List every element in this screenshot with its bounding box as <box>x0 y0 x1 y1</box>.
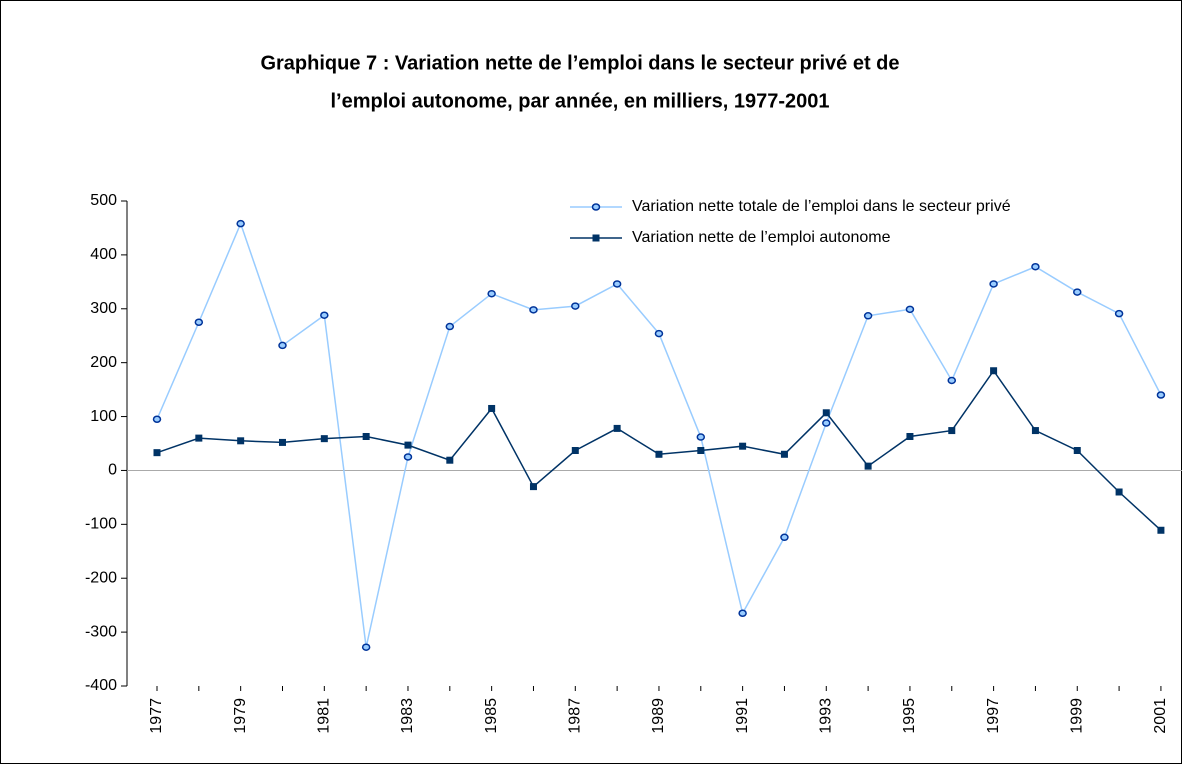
x-tick-label: 1979 <box>232 698 249 734</box>
x-tick-label: 1999 <box>1068 698 1085 734</box>
point <box>404 441 412 449</box>
point <box>592 234 600 242</box>
point <box>278 438 286 446</box>
point <box>320 435 328 443</box>
point <box>1073 447 1081 455</box>
y-tick-label: -400 <box>85 677 117 694</box>
legend-label: Variation nette de l’emploi autonome <box>632 229 891 246</box>
point <box>1156 391 1166 399</box>
point <box>697 447 705 455</box>
point <box>905 305 915 314</box>
y-tick-label: 400 <box>90 246 117 263</box>
point <box>947 376 957 385</box>
point <box>863 312 873 320</box>
point <box>738 609 747 617</box>
point <box>822 409 830 417</box>
point <box>696 433 706 441</box>
point <box>780 450 788 458</box>
point <box>989 280 998 288</box>
point <box>739 442 747 450</box>
chart-title: Graphique 7 : Variation nette de l’emplo… <box>260 52 899 74</box>
y-tick-label: 0 <box>108 462 117 479</box>
x-tick-label: 1981 <box>316 698 333 734</box>
y-tick-label: 100 <box>90 408 117 425</box>
point <box>1114 309 1124 318</box>
point <box>1073 288 1082 296</box>
point <box>1031 262 1040 271</box>
point <box>362 432 370 440</box>
x-tick-label: 1997 <box>985 698 1002 734</box>
x-tick-label: 1989 <box>650 698 667 734</box>
point <box>571 302 580 310</box>
point <box>864 462 872 470</box>
point <box>320 311 329 319</box>
point <box>361 643 371 651</box>
point <box>487 289 496 298</box>
point <box>948 427 956 435</box>
point <box>822 419 831 427</box>
y-tick-label: 300 <box>90 300 117 317</box>
point <box>1157 526 1165 534</box>
y-tick-label: 500 <box>90 192 117 209</box>
x-tick-label: 1983 <box>399 698 416 734</box>
point <box>195 434 203 442</box>
x-tick-label: 1977 <box>148 698 165 734</box>
point <box>488 404 496 412</box>
y-tick-label: -300 <box>85 623 117 640</box>
point <box>654 329 664 338</box>
point <box>591 203 601 211</box>
point <box>906 432 914 440</box>
y-tick-label: -100 <box>85 516 117 533</box>
point <box>153 449 161 457</box>
point <box>529 306 538 314</box>
point <box>278 341 287 350</box>
chart-title: l’emploi autonome, par année, en millier… <box>330 90 829 112</box>
point <box>529 483 537 491</box>
x-tick-label: 2001 <box>1152 698 1169 734</box>
point <box>655 450 663 458</box>
point <box>194 318 204 326</box>
point <box>1115 488 1123 496</box>
x-tick-label: 1995 <box>901 698 918 734</box>
point <box>571 447 579 455</box>
x-tick-label: 1987 <box>567 698 584 734</box>
point <box>445 322 455 331</box>
x-tick-label: 1993 <box>817 698 834 734</box>
legend-label: Variation nette totale de l’emploi dans … <box>632 198 1011 215</box>
point <box>403 453 413 461</box>
point <box>613 424 621 432</box>
y-tick-label: -200 <box>85 569 117 586</box>
point <box>1031 427 1039 435</box>
point <box>152 415 162 423</box>
point <box>236 219 245 228</box>
x-tick-label: 1991 <box>734 698 751 734</box>
point <box>990 367 998 375</box>
y-tick-label: 200 <box>90 354 117 371</box>
point <box>612 280 622 288</box>
point <box>237 437 245 445</box>
point <box>446 456 454 464</box>
point <box>780 533 789 542</box>
x-tick-label: 1985 <box>483 698 500 734</box>
